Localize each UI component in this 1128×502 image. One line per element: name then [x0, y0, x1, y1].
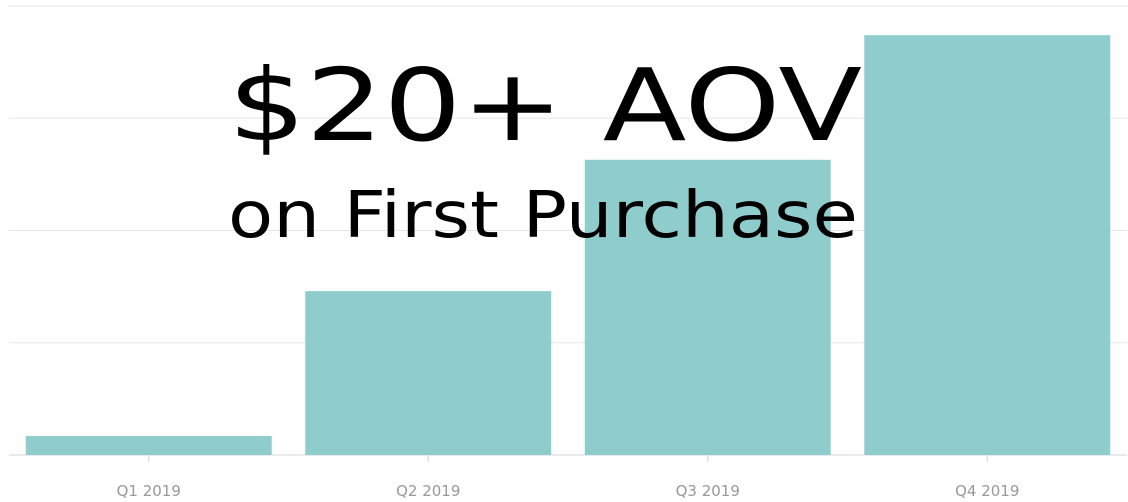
chart-subtitle: on First Purchase: [228, 179, 858, 253]
bar: [305, 291, 552, 455]
x-tick-label: Q3 2019: [676, 482, 740, 500]
x-tick-label: Q2 2019: [396, 482, 460, 500]
x-tick-label: Q4 2019: [955, 482, 1019, 500]
bar: [864, 35, 1111, 456]
bar: [25, 435, 272, 455]
x-tick-label: Q1 2019: [117, 482, 181, 500]
chart-title: $20+ AOV: [228, 47, 862, 164]
plot: Q1 2019 Q2 2019 Q3 2019 Q4 2019: [9, 5, 1127, 500]
bar: [584, 159, 831, 455]
